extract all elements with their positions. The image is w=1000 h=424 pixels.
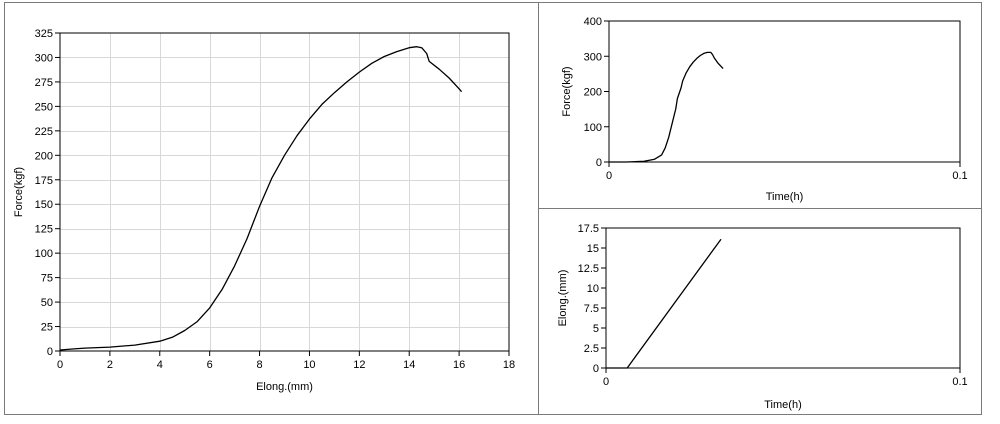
- force-elong-y-tick-label: 0: [47, 346, 53, 358]
- force-elong-y-tick-label: 200: [35, 150, 53, 162]
- force-time-plot-area: [608, 20, 961, 163]
- force-time-x-axis-label: Time(h): [766, 191, 803, 203]
- elong-time-x-tick-label: 0.1: [952, 376, 967, 388]
- elong-time-plot-area: [605, 227, 961, 369]
- elong-time-y-tick-label: 2.5: [584, 343, 599, 355]
- force-time-y-axis-label: Force(kgf): [561, 66, 573, 116]
- force-elong-y-tick-label: 50: [41, 297, 53, 309]
- force-elong-chart: 0 2 4 6 8 10 12 14 16 18 0 25 50 75 100 125 150 175 200 225…: [13, 28, 515, 393]
- force-time-y-tick-label: 0: [596, 157, 602, 169]
- force-elong-x-tick-label: 16: [453, 359, 465, 371]
- elong-time-y-tick-label: 0: [593, 363, 599, 375]
- force-elong-y-tick-label: 125: [35, 224, 53, 236]
- force-elong-plot-area: [59, 32, 510, 352]
- elong-time-x-tick-label: 0: [603, 376, 609, 388]
- elong-time-x-axis-label: Time(h): [764, 399, 801, 411]
- elong-time-y-axis-label: Elong.(mm): [557, 270, 569, 327]
- force-elong-series-line: [59, 46, 463, 351]
- force-elong-x-tick-label: 4: [157, 359, 163, 371]
- force-elong-x-tick-label: 0: [57, 359, 63, 371]
- force-time-x-tick-label: 0: [606, 170, 612, 182]
- force-elong-y-tick-label: 175: [35, 175, 53, 187]
- force-elong-x-tick-label: 14: [403, 359, 415, 371]
- elong-time-chart: 0 0.1 0 2.5 5 7.5 10 12.5 15 17.5 Time(h) Elong.(mm…: [557, 223, 968, 411]
- force-time-x-tick-label: 0.1: [952, 170, 967, 182]
- force-elong-y-tick-label: 75: [41, 273, 53, 285]
- elong-time-y-tick-label: 7.5: [584, 303, 599, 315]
- force-elong-y-tick-label: 25: [41, 322, 53, 334]
- force-elong-x-tick-label: 18: [503, 359, 515, 371]
- panel-frame-bottom-right: [538, 208, 982, 415]
- force-time-series-line: [609, 51, 724, 163]
- force-time-y-tick-label: 400: [584, 16, 602, 28]
- elong-time-series-line: [606, 238, 722, 369]
- elong-time-y-tick-label: 10: [587, 283, 599, 295]
- force-elong-x-tick-label: 8: [256, 359, 262, 371]
- elong-time-y-tick-label: 17.5: [578, 223, 599, 235]
- force-time-y-tick-label: 200: [584, 87, 602, 99]
- force-time-y-tick-label: 300: [584, 51, 602, 63]
- force-elong-y-tick-label: 275: [35, 77, 53, 89]
- force-elong-y-tick-label: 325: [35, 28, 53, 40]
- force-time-y-tick-label: 100: [584, 122, 602, 134]
- force-elong-y-tick-label: 300: [35, 52, 53, 64]
- force-elong-x-axis-label: Elong.(mm): [256, 381, 313, 393]
- force-elong-y-tick-label: 225: [35, 126, 53, 138]
- force-elong-y-tick-label: 150: [35, 199, 53, 211]
- force-elong-y-tick-label: 250: [35, 101, 53, 113]
- force-elong-x-tick-label: 2: [107, 359, 113, 371]
- force-elong-y-axis-label: Force(kgf): [13, 167, 25, 217]
- force-elong-plot-border: [59, 32, 510, 352]
- force-elong-x-tick-label: 6: [207, 359, 213, 371]
- elong-time-y-tick-label: 12.5: [578, 263, 599, 275]
- force-elong-x-tick-label: 10: [303, 359, 315, 371]
- force-elong-x-tick-label: 12: [353, 359, 365, 371]
- force-elong-y-tick-label: 100: [35, 248, 53, 260]
- force-time-chart: 0 0.1 0 100 200 300 400 Time(h) Force(kgf): [561, 16, 968, 203]
- elong-time-y-tick-label: 5: [593, 323, 599, 335]
- elong-time-y-tick-label: 15: [587, 243, 599, 255]
